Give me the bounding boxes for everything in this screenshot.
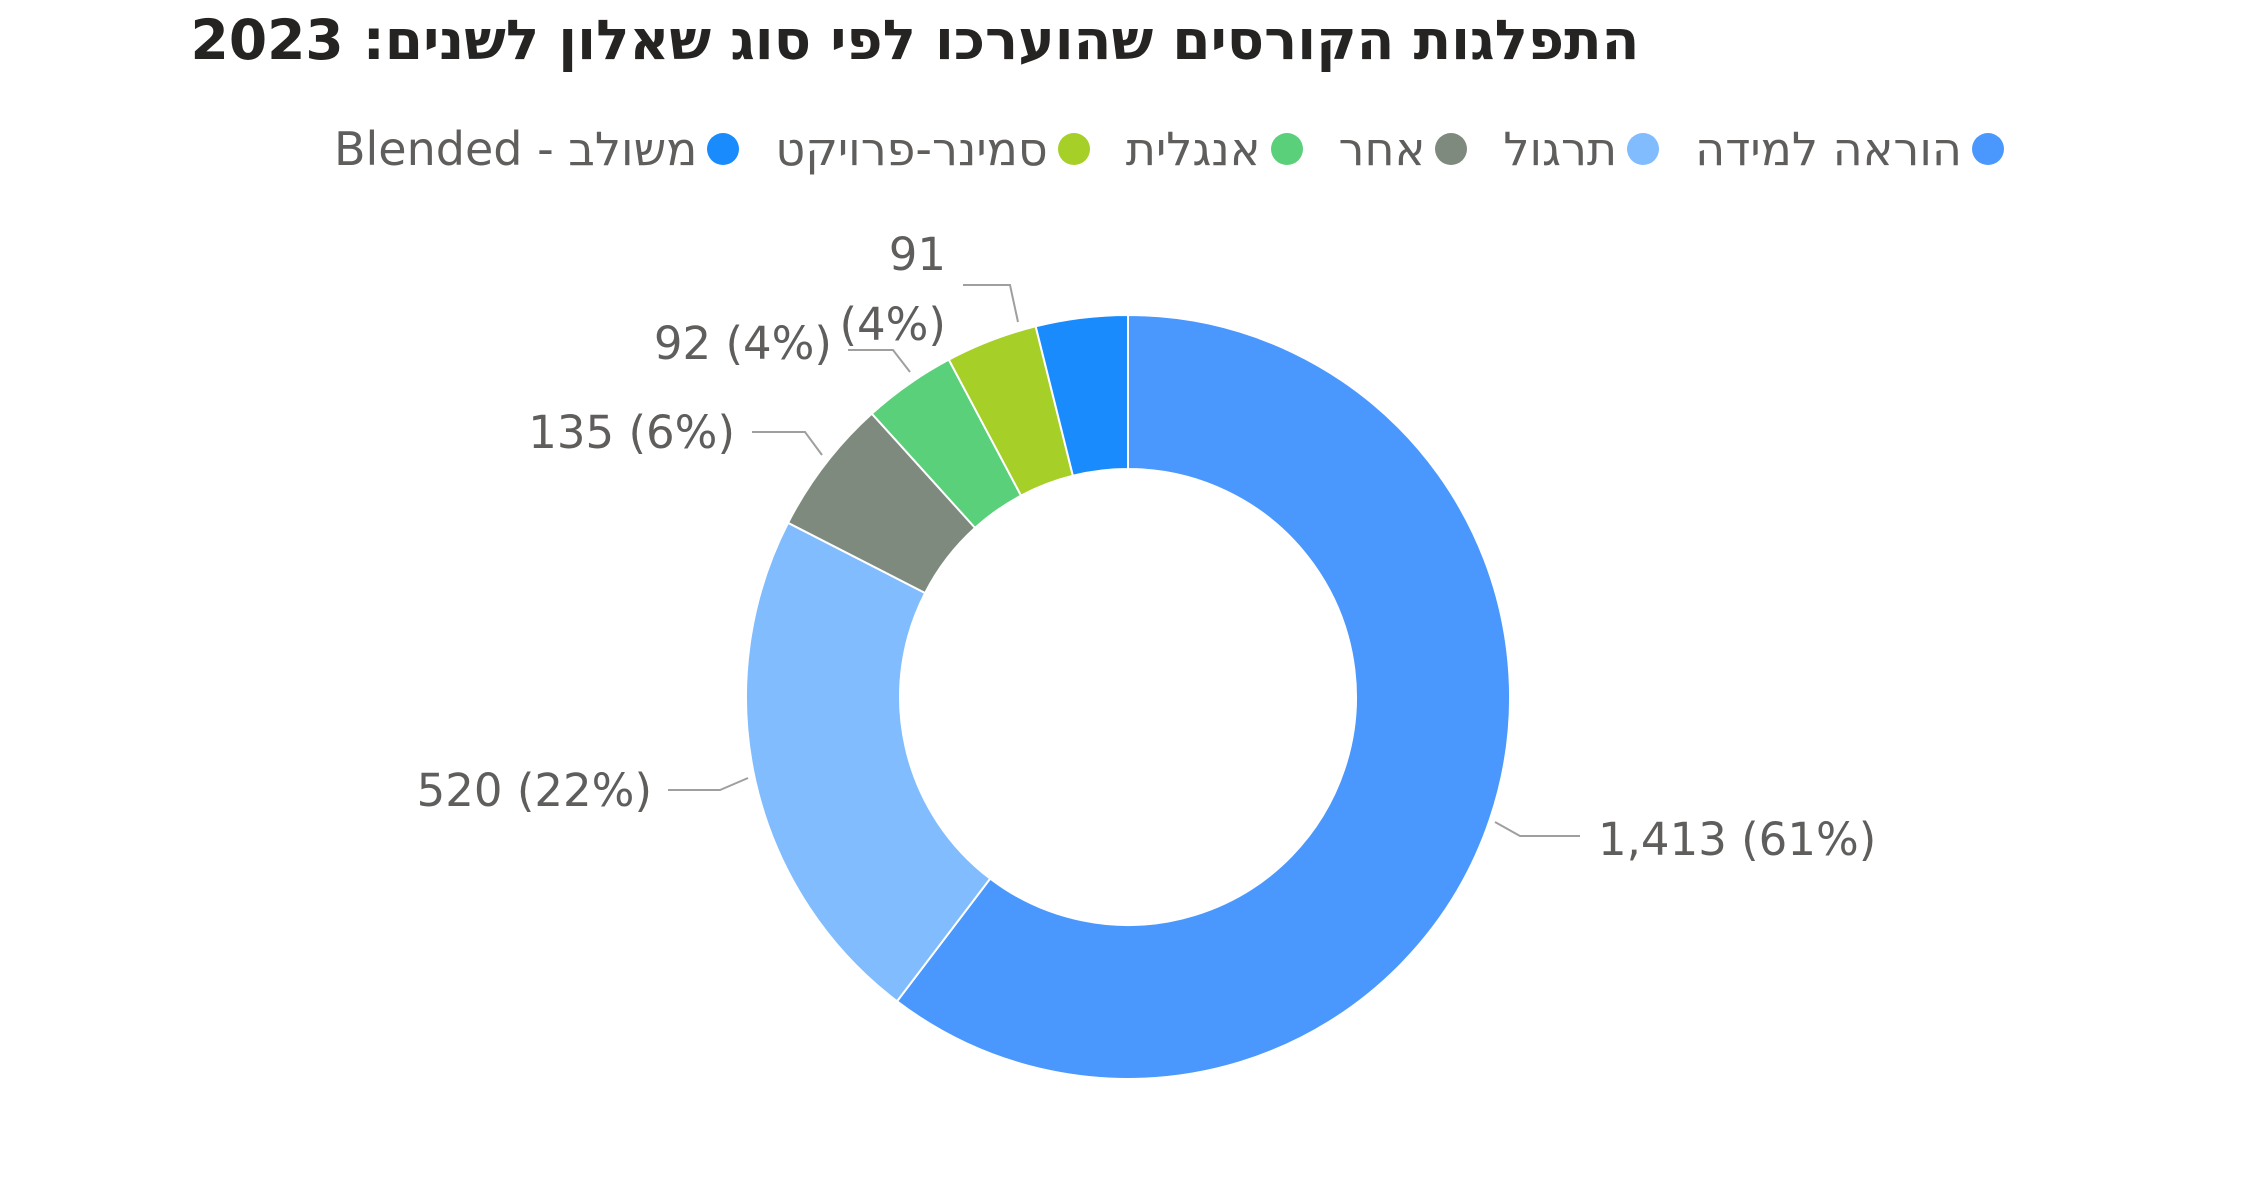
legend-label: הוראה למידה bbox=[1695, 122, 1962, 176]
leader-line bbox=[668, 777, 749, 791]
legend-item[interactable]: משולב - Blended bbox=[333, 122, 740, 176]
legend-swatch bbox=[1972, 133, 2004, 165]
legend-label: אנגלית bbox=[1125, 122, 1261, 176]
data-label: 91 (4%) bbox=[839, 228, 946, 351]
legend-swatch bbox=[1627, 133, 1660, 165]
legend-label: אחר bbox=[1338, 122, 1426, 176]
chart-legend: הוראה למידה תרגול אחר אנגלית סמינר-פרויקט משו… bbox=[334, 122, 2004, 176]
leader-line bbox=[848, 349, 911, 373]
data-label: 92 (4%) bbox=[654, 317, 832, 370]
leader-line bbox=[1494, 821, 1580, 837]
leader-line bbox=[963, 284, 1019, 323]
legend-swatch bbox=[707, 133, 740, 165]
donut-slice[interactable] bbox=[1034, 313, 1129, 477]
legend-item[interactable]: תרגול bbox=[1503, 122, 1660, 176]
legend-label: תרגול bbox=[1503, 122, 1618, 176]
data-label: 135 (6%) bbox=[528, 406, 735, 459]
data-label: 520 (22%) bbox=[417, 764, 652, 817]
legend-item[interactable]: אנגלית bbox=[1126, 122, 1303, 176]
legend-item[interactable]: סמינר-פרויקט bbox=[775, 122, 1090, 176]
legend-swatch bbox=[1435, 133, 1468, 165]
legend-item[interactable]: אחר bbox=[1339, 122, 1468, 176]
leader-line bbox=[752, 431, 823, 456]
legend-label: סמינר-פרויקט bbox=[775, 122, 1048, 176]
legend-swatch bbox=[1270, 133, 1303, 165]
chart-title: התפלגות הקורסים שהוערכו לפי סוג שאלון לש… bbox=[190, 8, 1640, 72]
data-label: 1,413 (61%) bbox=[1598, 813, 1876, 866]
legend-item[interactable]: הוראה למידה bbox=[1695, 122, 2004, 176]
donut-slice[interactable] bbox=[745, 521, 992, 1003]
donut-slice[interactable] bbox=[895, 313, 1511, 1080]
legend-swatch bbox=[1057, 133, 1090, 165]
legend-label: משולב - Blended bbox=[333, 122, 698, 176]
